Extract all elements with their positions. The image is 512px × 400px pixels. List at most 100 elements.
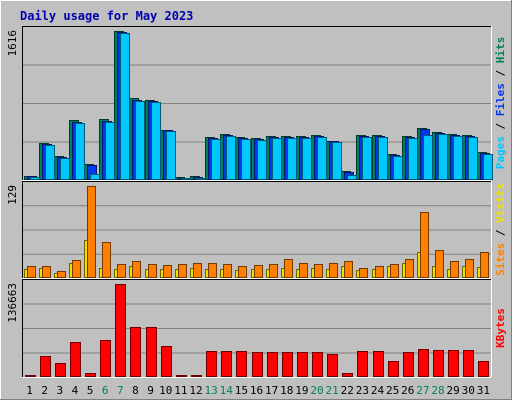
bar-pages-day-25: [393, 156, 403, 180]
bar-kbytes-day-29: [448, 350, 459, 377]
bar-sites-day-10: [163, 265, 172, 278]
bar-sites-day-31: [480, 252, 489, 278]
x-tick-label-day-6: 6: [102, 384, 109, 397]
bar-pages-day-17: [272, 138, 282, 180]
x-tick-label-day-8: 8: [132, 384, 139, 397]
x-tick-label-day-1: 1: [26, 384, 33, 397]
x-tick-label-day-23: 23: [356, 384, 369, 397]
bar-kbytes-day-28: [433, 350, 444, 377]
bar-pages-day-9: [151, 102, 161, 180]
bar-pages-day-2: [45, 145, 55, 180]
bar-pages-day-16: [257, 140, 267, 180]
bar-kbytes-day-16: [252, 352, 263, 377]
bar-kbytes-day-8: [130, 327, 141, 377]
bar-sites-day-11: [178, 264, 187, 278]
bar-kbytes-day-20: [312, 352, 323, 377]
x-tick-label-day-24: 24: [371, 384, 385, 397]
bar-pages-day-19: [302, 138, 312, 180]
y-axis-label-part: /: [494, 116, 507, 136]
bar-pages-day-1: [30, 177, 40, 180]
bar-kbytes-day-23: [357, 351, 368, 377]
y-axis-label-part: /: [494, 223, 507, 243]
bar-kbytes-day-30: [463, 350, 474, 377]
bar-sites-day-25: [390, 264, 399, 278]
bar-sites-day-1: [27, 266, 36, 278]
y-axis-label-part: KBytes: [494, 308, 507, 348]
y-axis-label-part: Visits: [494, 183, 507, 223]
bar-kbytes-day-4: [70, 342, 81, 377]
bar-pages-day-20: [317, 137, 327, 180]
x-tick-label-day-2: 2: [41, 384, 48, 397]
bar-pages-day-13: [211, 139, 221, 180]
bar-kbytes-day-9: [146, 327, 157, 377]
bar-pages-day-22: [347, 175, 357, 180]
bar-sites-day-26: [405, 259, 414, 278]
x-tick-label-day-29: 29: [447, 384, 460, 397]
bar-sites-day-2: [42, 266, 51, 278]
bar-sites-day-16: [254, 265, 263, 278]
y-axis-label-sites-visits: Sites / Visits: [494, 183, 507, 276]
x-tick-label-day-5: 5: [87, 384, 94, 397]
y-axis-label-part: Files: [494, 83, 507, 116]
x-tick-label-day-19: 19: [295, 384, 308, 397]
bar-pages-day-3: [60, 158, 70, 180]
x-tick-label-day-30: 30: [462, 384, 475, 397]
bar-kbytes-day-17: [267, 352, 278, 377]
x-tick-label-day-22: 22: [341, 384, 354, 397]
bar-sites-day-5: [87, 186, 96, 278]
bar-pages-day-6: [105, 122, 115, 180]
bar-sites-day-13: [208, 263, 217, 278]
bar-kbytes-day-11: [176, 375, 187, 377]
bar-sites-day-3: [57, 271, 66, 278]
x-tick-label-day-21: 21: [326, 384, 339, 397]
bar-kbytes-day-5: [85, 373, 96, 377]
bar-pages-day-30: [468, 137, 478, 180]
panel-kbytes: 136663 KBytes: [6, 279, 507, 378]
y-max-label: 136663: [6, 283, 19, 323]
x-tick-label-day-3: 3: [57, 384, 64, 397]
bar-sites-day-12: [193, 263, 202, 278]
bar-kbytes-day-2: [40, 356, 51, 377]
bar-pages-day-11: [181, 178, 191, 180]
bar-pages-day-4: [75, 123, 85, 180]
bar-sites-day-9: [148, 264, 157, 278]
x-tick-label-day-27: 27: [416, 384, 429, 397]
x-tick-label-day-10: 10: [159, 384, 172, 397]
x-tick-label-day-14: 14: [220, 384, 234, 397]
bar-sites-day-28: [435, 250, 444, 278]
y-max-label: 1616: [6, 30, 19, 57]
bar-sites-day-21: [329, 263, 338, 278]
bar-kbytes-day-6: [100, 340, 111, 377]
bar-kbytes-day-27: [418, 349, 429, 377]
bar-kbytes-day-1: [25, 375, 36, 377]
bar-sites-day-27: [420, 212, 429, 278]
y-axis-label-part: Sites: [494, 243, 507, 276]
x-tick-label-day-18: 18: [280, 384, 293, 397]
bar-sites-day-15: [238, 266, 247, 278]
y-axis-label-part: Pages: [494, 136, 507, 169]
bar-sites-day-19: [299, 263, 308, 278]
bar-kbytes-day-7: [115, 284, 126, 377]
bar-sites-day-24: [375, 266, 384, 278]
bar-pages-day-14: [226, 136, 236, 180]
bar-pages-day-23: [362, 137, 372, 180]
bar-pages-day-5: [90, 174, 100, 180]
bar-kbytes-day-24: [373, 351, 384, 377]
bar-sites-day-17: [269, 264, 278, 278]
x-tick-label-day-20: 20: [310, 384, 323, 397]
x-tick-label-day-31: 31: [477, 384, 490, 397]
bar-kbytes-day-25: [388, 361, 399, 377]
bar-pages-day-10: [166, 131, 176, 180]
bar-kbytes-day-3: [55, 363, 66, 377]
x-tick-label-day-17: 17: [265, 384, 278, 397]
bar-sites-day-29: [450, 261, 459, 278]
x-tick-label-day-11: 11: [174, 384, 187, 397]
bar-pages-day-15: [241, 139, 251, 180]
panel-sites-visits: 129 Sites / Visits: [6, 181, 507, 279]
bar-sites-day-6: [102, 242, 111, 278]
x-tick-label-day-13: 13: [204, 384, 217, 397]
bar-sites-day-20: [314, 264, 323, 278]
bar-pages-day-21: [332, 142, 342, 180]
